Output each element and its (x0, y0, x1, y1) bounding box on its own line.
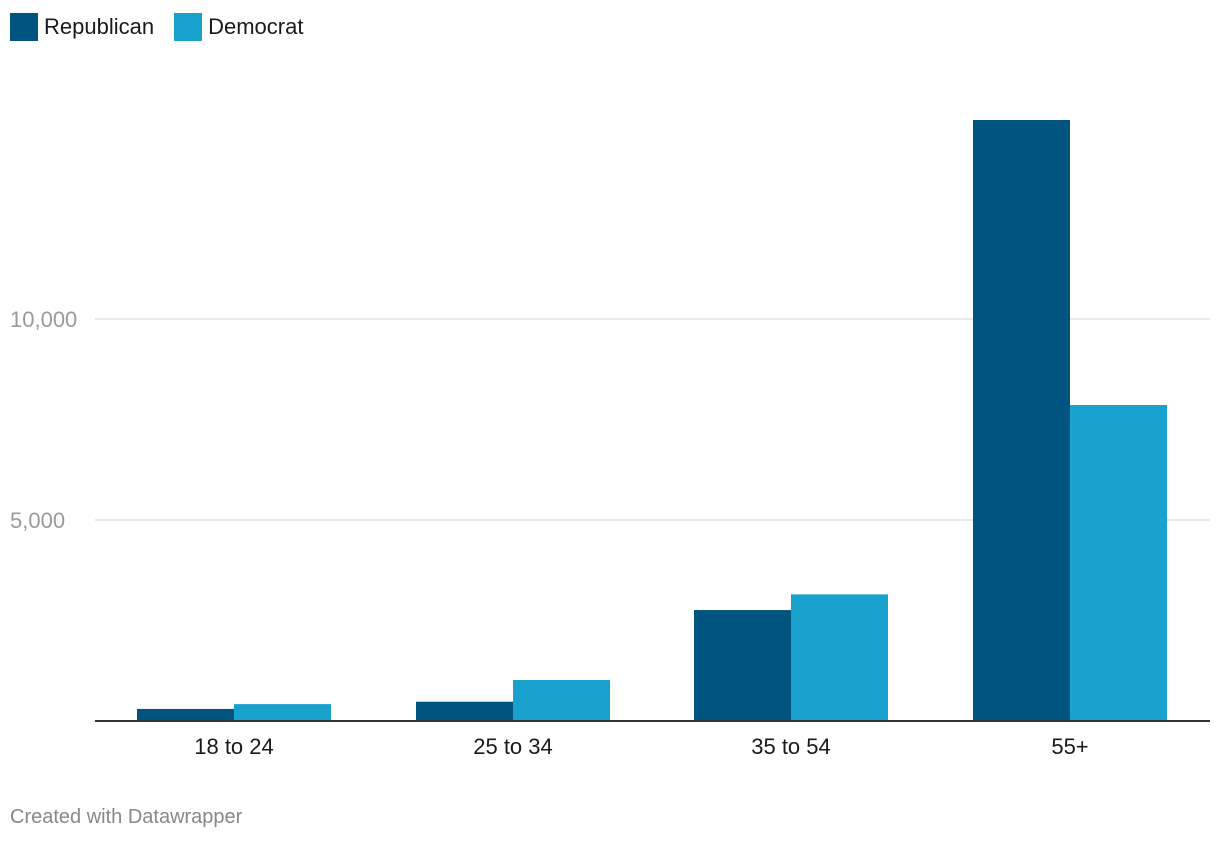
y-axis-tick-labels: 5,000 10,000 (10, 307, 77, 533)
bar-democrat-4 (1070, 405, 1167, 721)
bar-republican-2 (416, 701, 513, 721)
legend-swatch-republican (10, 13, 38, 41)
legend-item-republican: Republican (10, 13, 154, 41)
bar-republican-4 (973, 120, 1070, 721)
x-tick-label: 55+ (1051, 734, 1088, 759)
bar-democrat-2 (513, 679, 610, 721)
credit-footer: Created with Datawrapper (10, 806, 243, 828)
bar-democrat-1 (234, 704, 331, 721)
legend-label-democrat: Democrat (208, 14, 304, 39)
legend-swatch-democrat (174, 13, 203, 41)
y-tick-label: 10,000 (10, 307, 77, 332)
x-tick-label: 25 to 34 (473, 734, 553, 759)
x-axis-tick-labels: 18 to 24 25 to 34 35 to 54 55+ (194, 734, 1088, 759)
legend: Republican Democrat (10, 12, 303, 42)
y-tick-label: 5,000 (10, 508, 65, 533)
bar-democrat-3 (791, 594, 888, 721)
x-tick-label: 35 to 54 (751, 734, 831, 759)
bars (137, 120, 1167, 721)
bar-republican-1 (137, 708, 234, 721)
x-tick-label: 18 to 24 (194, 734, 274, 759)
legend-label-republican: Republican (44, 14, 155, 39)
legend-item-democrat: Democrat (174, 13, 303, 41)
bar-republican-3 (694, 610, 791, 721)
